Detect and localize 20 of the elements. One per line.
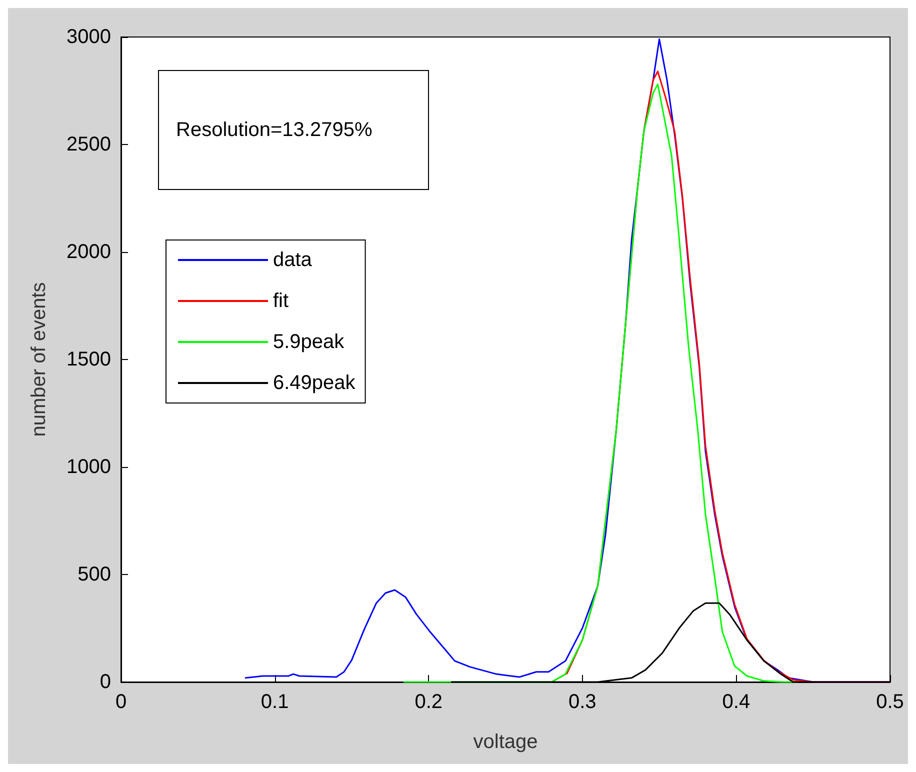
y-tick-label: 500	[78, 564, 111, 586]
x-tick-label: 0.3	[568, 691, 596, 713]
x-tick-label: 0.1	[260, 691, 289, 713]
y-tick-label: 3000	[66, 26, 111, 48]
y-tick-label: 1000	[66, 456, 111, 478]
y-tick-label: 1500	[66, 348, 111, 370]
legend-label: fit	[273, 290, 289, 312]
legend-label: data	[273, 249, 313, 271]
y-tick-label: 2000	[66, 241, 111, 263]
y-tick-label: 0	[100, 671, 111, 693]
legend-label: 5.9peak	[273, 331, 346, 353]
x-tick-label: 0.5	[876, 691, 904, 713]
y-tick-label: 2500	[66, 134, 111, 156]
x-axis-title: voltage	[473, 731, 538, 753]
y-axis-title: number of events	[28, 282, 50, 437]
x-tick-label: 0	[115, 691, 127, 713]
x-tick-label: 0.4	[722, 691, 750, 713]
x-tick-label: 0.2	[414, 691, 443, 713]
legend-label: 6.49peak	[273, 372, 356, 394]
annotation: Resolution=13.2795%	[176, 119, 372, 141]
